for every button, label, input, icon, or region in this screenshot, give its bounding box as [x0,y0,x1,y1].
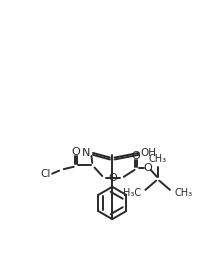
Text: OH: OH [141,148,157,158]
Text: Cl: Cl [40,169,50,179]
Text: O: O [143,163,152,173]
Text: CH₃: CH₃ [149,154,167,164]
Text: O: O [132,151,141,161]
Text: CH₃: CH₃ [175,188,193,198]
Text: O: O [72,147,80,157]
Text: H₃C: H₃C [123,188,141,198]
Text: N: N [82,148,90,158]
Text: O: O [108,172,117,183]
